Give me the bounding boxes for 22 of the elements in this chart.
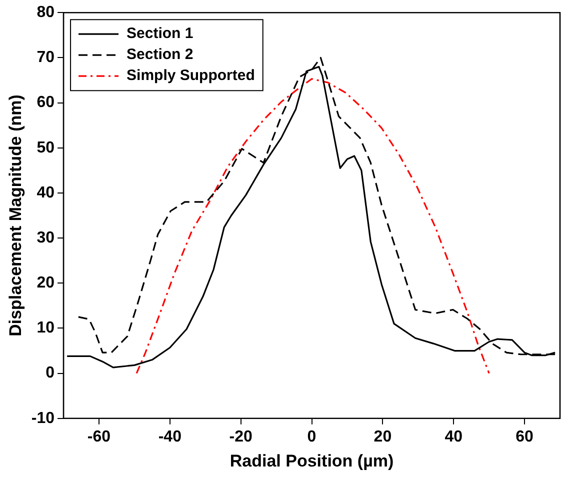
y-tick-label: 60 xyxy=(36,94,55,112)
legend-label: Simply Supported xyxy=(126,67,255,84)
y-tick-label: 70 xyxy=(36,49,55,66)
legend-label: Section 1 xyxy=(126,25,194,42)
x-tick-label: -60 xyxy=(87,428,111,446)
x-tick-label: -40 xyxy=(158,428,182,446)
y-tick-label: 80 xyxy=(36,4,55,22)
y-axis-title: Displacement Magnitude (nm) xyxy=(6,94,25,336)
y-tick-label: 10 xyxy=(36,320,55,337)
y-tick-label: 50 xyxy=(36,139,55,156)
x-tick-label: 60 xyxy=(516,428,534,446)
x-tick-label: 0 xyxy=(307,428,316,446)
y-tick-label: 0 xyxy=(46,364,55,382)
x-tick-label: 20 xyxy=(374,428,392,446)
x-axis-title: Radial Position (µm) xyxy=(230,451,394,470)
x-tick-label: 40 xyxy=(444,428,463,446)
y-tick-label: 30 xyxy=(36,229,55,246)
y-tick-label: 20 xyxy=(36,274,55,292)
y-tick-label: -10 xyxy=(31,410,55,427)
legend-label: Section 2 xyxy=(126,46,194,64)
x-tick-label: -20 xyxy=(229,428,252,446)
y-tick-label: 40 xyxy=(36,184,55,202)
